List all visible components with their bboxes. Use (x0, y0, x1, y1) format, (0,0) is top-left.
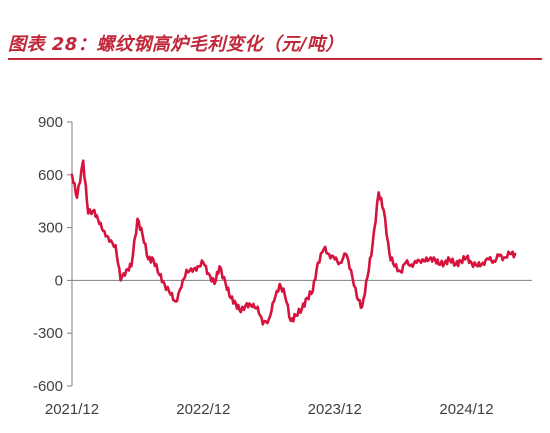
y-tick-label: 600 (38, 167, 63, 184)
y-tick-label: 0 (55, 272, 63, 289)
x-tick-label: 2023/12 (308, 401, 362, 418)
y-tick-label: 300 (38, 220, 63, 237)
y-tick-label: 900 (38, 114, 63, 131)
y-tick-label: -600 (33, 378, 63, 395)
series-line (70, 159, 517, 326)
x-tick-label: 2021/12 (45, 401, 99, 418)
y-tick-labels: -600 -300 0 300 600 900 (33, 114, 63, 395)
chart-axes (67, 121, 532, 387)
figure-title-bar: 图表 28：螺纹钢高炉毛利变化（元/吨） (8, 34, 542, 60)
x-tick-labels: 2021/12 2022/12 2023/12 2024/12 (45, 401, 494, 418)
x-tick-label: 2024/12 (439, 401, 493, 418)
x-tick-label: 2022/12 (176, 401, 230, 418)
figure-title: 图表 28：螺纹钢高炉毛利变化（元/吨） (8, 34, 344, 55)
chart-series (70, 159, 517, 326)
y-tick-label: -300 (33, 325, 63, 342)
